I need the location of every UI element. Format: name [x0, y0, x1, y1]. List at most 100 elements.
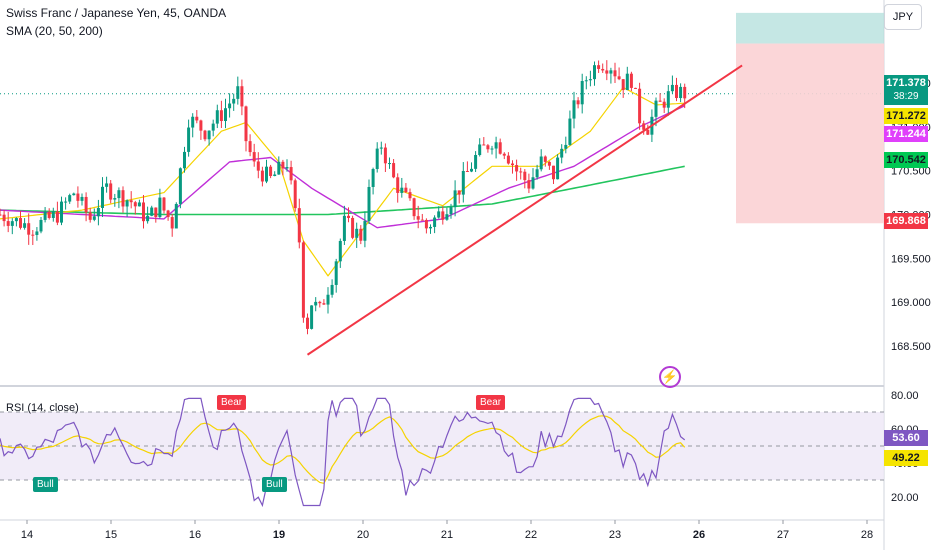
price-tick-label: 170.500	[891, 166, 931, 178]
candle	[334, 258, 338, 293]
candle	[318, 300, 322, 308]
candle	[498, 138, 502, 155]
candle-body	[174, 203, 178, 229]
candle	[638, 82, 642, 130]
candle-body	[404, 187, 408, 193]
time-tick-label: 21	[441, 529, 453, 541]
candle	[675, 77, 678, 102]
candle	[568, 110, 572, 146]
candle-body	[113, 198, 117, 200]
last-price-value: 171.378	[886, 77, 926, 89]
candle	[158, 188, 162, 219]
candle-body	[662, 101, 666, 108]
candle	[519, 167, 523, 180]
candle-body	[642, 123, 646, 130]
candle-body	[457, 190, 461, 195]
candle-body	[142, 202, 145, 222]
symbol-legend[interactable]: Swiss Franc / Japanese Yen, 45, OANDA	[6, 6, 227, 20]
candle-body	[338, 240, 342, 262]
candle	[670, 75, 674, 94]
candle-body	[154, 207, 158, 218]
candle	[133, 200, 137, 215]
candle	[535, 164, 539, 180]
candle-body	[461, 170, 465, 195]
candle-body	[564, 144, 568, 149]
candle-body	[166, 210, 170, 218]
candle	[646, 124, 650, 135]
candle-body	[314, 301, 318, 306]
candle	[199, 119, 203, 140]
candle-body	[523, 171, 527, 181]
candle-body	[654, 100, 658, 117]
candle-body	[293, 180, 297, 209]
candle	[55, 201, 59, 226]
candle-body	[679, 86, 683, 99]
candle	[486, 143, 490, 153]
candle-body	[35, 231, 39, 235]
time-tick-label: 22	[525, 529, 537, 541]
candle-body	[330, 284, 334, 295]
time-tick-label: 14	[21, 529, 33, 541]
candle	[531, 168, 535, 190]
candle-body	[109, 183, 113, 200]
candle-body	[6, 221, 10, 226]
position-zones	[736, 12, 884, 224]
candle	[412, 197, 416, 220]
candle	[523, 169, 527, 189]
rsi-legend[interactable]: RSI (14, close)	[6, 402, 79, 414]
candle	[240, 79, 244, 116]
candle-body	[51, 211, 55, 218]
candle	[310, 305, 314, 330]
candle	[322, 299, 326, 305]
candle	[404, 183, 408, 194]
candle-body	[240, 86, 244, 107]
candle	[654, 97, 658, 127]
candle	[96, 199, 100, 226]
candle-body	[560, 148, 564, 158]
candle	[625, 66, 629, 91]
candle-body	[519, 171, 523, 173]
candle-body	[506, 155, 510, 164]
time-tick-label: 19	[273, 529, 285, 541]
candle	[543, 155, 547, 167]
sma-legend[interactable]: SMA (20, 50, 200)	[6, 24, 103, 38]
candle-body	[2, 214, 6, 222]
candle	[449, 203, 453, 219]
candle	[125, 199, 129, 217]
candle	[547, 161, 551, 170]
candle	[375, 142, 379, 173]
alert-bolt-icon[interactable]: ⚡	[659, 366, 681, 388]
candle-body	[396, 177, 400, 193]
candle-body	[543, 156, 547, 162]
candle	[154, 207, 158, 223]
candle-body	[10, 221, 14, 226]
candle-body	[465, 170, 469, 172]
candle-body	[146, 215, 150, 222]
time-tick-label: 27	[777, 529, 789, 541]
candle	[224, 98, 227, 129]
bear-divergence-label: Bear	[217, 395, 247, 410]
candle	[207, 130, 211, 146]
candle	[424, 218, 428, 234]
currency-selector[interactable]: JPY	[884, 4, 922, 30]
candle	[76, 186, 80, 208]
candle-body	[215, 110, 219, 124]
candle-body	[601, 68, 605, 71]
candle	[609, 67, 613, 84]
candle	[105, 176, 109, 193]
candle-body	[19, 218, 22, 228]
candle	[613, 62, 617, 83]
candle-body	[424, 219, 428, 229]
candle	[281, 159, 285, 176]
candle	[289, 160, 293, 185]
candle-body	[629, 73, 633, 88]
candle-body	[494, 142, 498, 149]
candle-body	[43, 211, 47, 220]
candle-body	[408, 192, 412, 199]
candle-body	[670, 84, 674, 92]
candle-body	[158, 197, 162, 218]
candle-body	[125, 200, 129, 207]
candle	[580, 73, 584, 114]
candle	[256, 152, 260, 179]
